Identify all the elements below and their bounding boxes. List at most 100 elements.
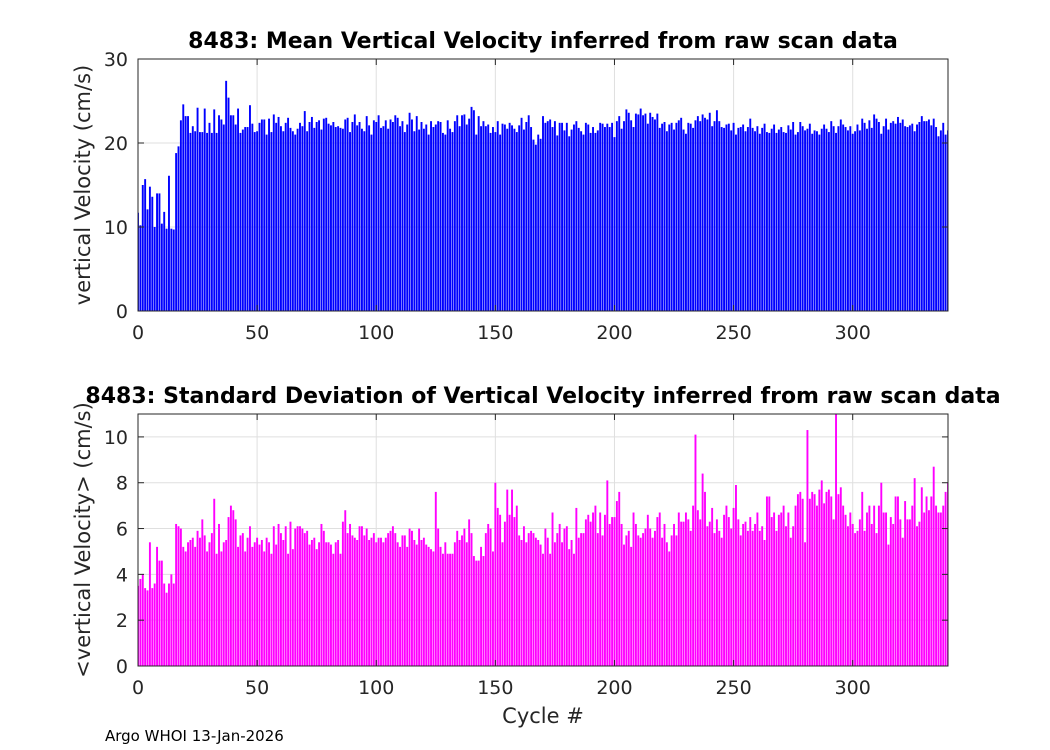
bar: [315, 549, 318, 666]
bar: [839, 487, 842, 666]
bar: [673, 523, 675, 666]
bar: [925, 496, 928, 666]
bar: [642, 533, 645, 666]
bar: [518, 535, 521, 666]
bar: [794, 505, 797, 666]
bar: [825, 128, 828, 311]
bar: [198, 537, 201, 666]
bar: [673, 129, 675, 311]
bar: [165, 228, 168, 311]
bar: [415, 544, 418, 666]
bar: [661, 123, 664, 312]
bar: [494, 132, 497, 311]
bar: [911, 123, 914, 312]
bar: [689, 123, 692, 312]
bar: [306, 131, 309, 311]
bar: [296, 526, 299, 666]
x-tick-label: 100: [358, 322, 394, 344]
bar: [232, 115, 235, 311]
bar: [908, 519, 911, 666]
bar: [451, 553, 454, 666]
bar: [882, 126, 885, 311]
bar: [332, 122, 335, 311]
bar: [930, 496, 933, 666]
bar: [596, 533, 599, 666]
bar: [787, 125, 790, 311]
bar: [396, 117, 399, 311]
bar: [561, 542, 564, 666]
bar: [723, 514, 726, 666]
bar: [446, 120, 449, 311]
bar: [418, 129, 421, 311]
bar: [944, 491, 947, 666]
bar: [277, 523, 280, 666]
bar: [646, 123, 649, 312]
bar: [594, 505, 597, 666]
bar: [558, 122, 561, 311]
bar: [339, 127, 342, 311]
bar: [813, 130, 816, 311]
x-tick-label: 50: [245, 677, 269, 699]
bar: [758, 133, 761, 311]
bar: [699, 121, 702, 311]
bar: [372, 533, 375, 666]
bar: [904, 501, 907, 666]
bar: [391, 122, 394, 311]
bar: [303, 533, 306, 666]
bar: [842, 505, 845, 666]
bar: [513, 128, 516, 311]
bar: [320, 523, 323, 666]
bar: [244, 551, 247, 666]
bar: [632, 127, 635, 311]
bar: [573, 124, 575, 312]
bar: [344, 510, 347, 666]
bar: [425, 124, 428, 312]
bar: [389, 119, 392, 311]
bar: [804, 542, 807, 666]
bar: [906, 127, 909, 311]
bar: [615, 121, 618, 311]
bar: [484, 126, 487, 311]
bar: [789, 537, 792, 666]
bar: [387, 533, 390, 666]
bar: [299, 122, 301, 311]
bar: [723, 127, 726, 311]
bar: [625, 109, 628, 312]
bar: [365, 116, 368, 312]
bar: [330, 544, 332, 666]
bar: [570, 540, 573, 666]
bar: [632, 512, 635, 666]
bar: [846, 526, 849, 666]
bar: [437, 121, 440, 311]
bar: [704, 491, 706, 666]
bar: [725, 124, 728, 312]
bar: [213, 498, 216, 666]
bar: [334, 127, 337, 311]
bar: [196, 530, 199, 666]
bar: [265, 537, 268, 666]
bar: [170, 574, 173, 666]
x-tick-label: 150: [477, 322, 513, 344]
bar: [148, 542, 151, 666]
y-tick-label: 0: [116, 656, 128, 678]
bar: [399, 126, 402, 311]
bar: [227, 517, 230, 666]
bar: [179, 528, 182, 666]
bar: [811, 491, 814, 666]
bar: [241, 129, 244, 311]
bar: [153, 583, 156, 666]
std-velocity-panel: 0 50 100 150 200 250 300 0 2 4 6 8 10 8483: Standard …: [71, 384, 1001, 728]
bar: [394, 115, 397, 311]
bar: [620, 523, 623, 666]
bar: [546, 537, 549, 666]
bar: [492, 551, 494, 666]
bar: [427, 134, 430, 311]
bar: [203, 108, 206, 311]
x-tick-label: 200: [596, 322, 632, 344]
bar: [923, 121, 926, 311]
bar: [787, 512, 790, 666]
bar: [253, 132, 256, 311]
bar: [725, 505, 728, 666]
bar: [877, 505, 880, 666]
x-tick-label: 300: [835, 322, 871, 344]
